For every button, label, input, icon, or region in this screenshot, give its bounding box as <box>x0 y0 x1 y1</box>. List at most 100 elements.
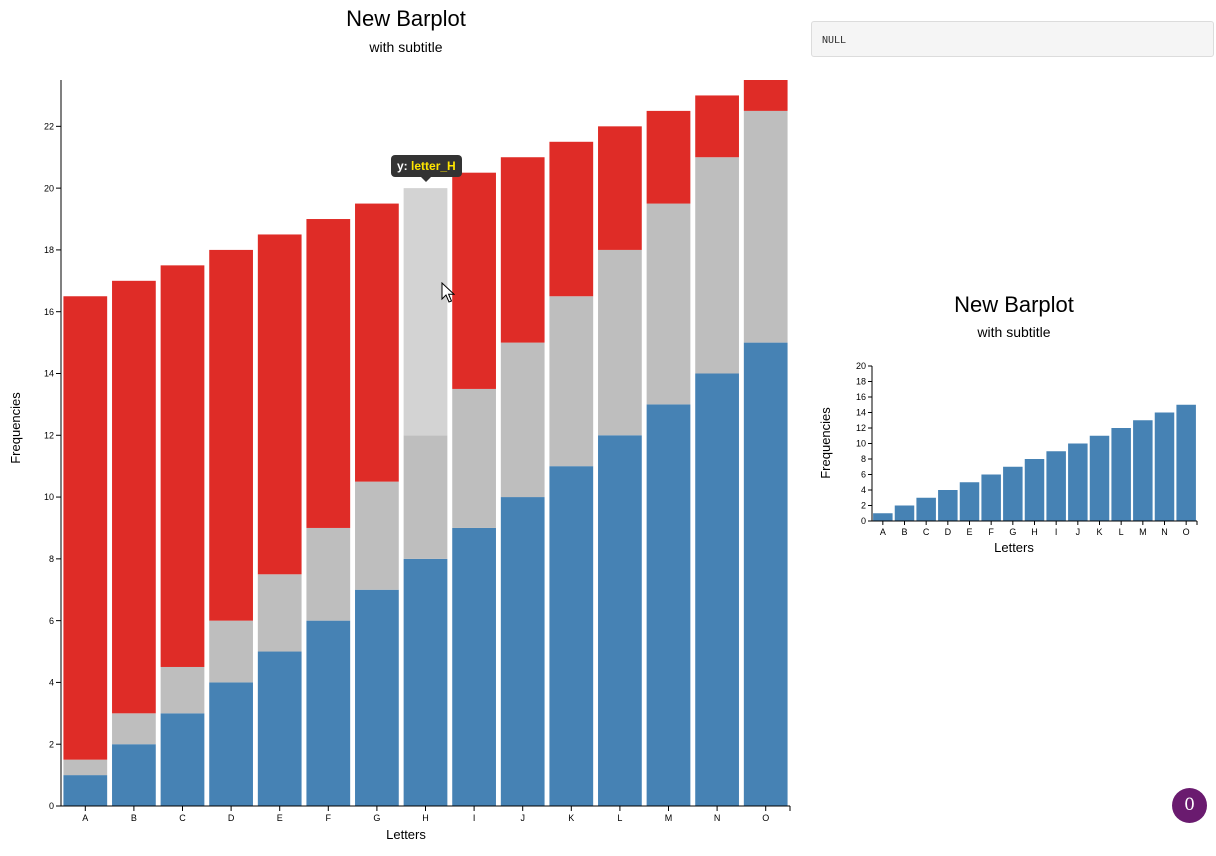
bar-K[interactable] <box>1089 435 1110 521</box>
bar-H-series-0[interactable] <box>403 558 448 806</box>
bar-K-series-1[interactable] <box>549 296 594 467</box>
y-tick-label: 2 <box>861 501 866 511</box>
x-tick-label-N: N <box>1161 527 1168 537</box>
bar-H-series-1[interactable] <box>403 435 448 559</box>
x-tick-label-D: D <box>228 813 235 823</box>
x-tick-label-M: M <box>1139 527 1147 537</box>
y-tick-label: 2 <box>49 739 54 749</box>
bar-N-series-1[interactable] <box>695 157 739 374</box>
y-tick-label: 4 <box>49 678 54 688</box>
x-tick-label-B: B <box>131 813 137 823</box>
y-tick-label: 10 <box>44 492 54 502</box>
y-tick-label: 14 <box>856 408 866 418</box>
x-tick-label-F: F <box>988 527 994 537</box>
y-tick-label: 4 <box>861 485 866 495</box>
y-tick-label: 18 <box>856 377 866 387</box>
x-tick-label-G: G <box>373 813 380 823</box>
bar-B-series-2[interactable] <box>112 280 156 714</box>
bar-O[interactable] <box>1176 404 1196 521</box>
bar-M-series-2[interactable] <box>646 110 691 204</box>
y-tick-label: 10 <box>856 439 866 449</box>
bar-L-series-0[interactable] <box>598 435 642 806</box>
bar-A-series-2[interactable] <box>63 296 108 760</box>
bar-C[interactable] <box>916 497 936 521</box>
bar-F-series-1[interactable] <box>306 527 351 621</box>
small-barplot: New Barplot with subtitle Frequencies Le… <box>818 292 1198 555</box>
x-tick-label-K: K <box>1096 527 1102 537</box>
bar-G-series-0[interactable] <box>355 589 399 806</box>
bar-O-series-2[interactable] <box>743 80 788 111</box>
bar-D[interactable] <box>938 490 958 521</box>
bar-O-series-0[interactable] <box>743 342 788 806</box>
x-tick-label-F: F <box>326 813 332 823</box>
x-tick-label-N: N <box>714 813 721 823</box>
bar-J-series-1[interactable] <box>500 342 545 498</box>
bar-G[interactable] <box>1003 466 1023 521</box>
bar-J-series-2[interactable] <box>500 157 545 343</box>
x-tick-label-E: E <box>966 527 972 537</box>
x-tick-label-C: C <box>179 813 186 823</box>
notification-badge[interactable]: 0 <box>1172 788 1207 823</box>
bar-E-series-0[interactable] <box>257 651 302 806</box>
tooltip-label: y: <box>397 159 408 173</box>
x-tick-label-K: K <box>568 813 574 823</box>
bar-I-series-1[interactable] <box>452 388 496 528</box>
mouse-pointer-icon <box>441 282 455 303</box>
bar-L-series-1[interactable] <box>598 249 642 436</box>
bar-G-series-2[interactable] <box>355 203 399 482</box>
bar-L[interactable] <box>1111 428 1131 521</box>
bar-L-series-2[interactable] <box>598 126 642 250</box>
main-stacked-barplot: New Barplot with subtitle Frequencies Le… <box>8 6 791 842</box>
bar-A-series-0[interactable] <box>63 775 108 806</box>
bar-E[interactable] <box>959 482 980 521</box>
bar-G-series-1[interactable] <box>355 481 399 590</box>
bar-C-series-0[interactable] <box>160 713 205 806</box>
x-tick-label-H: H <box>1031 527 1038 537</box>
bar-O-series-1[interactable] <box>743 110 788 343</box>
bar-K-series-2[interactable] <box>549 141 594 297</box>
bar-M-series-1[interactable] <box>646 203 691 405</box>
bar-B[interactable] <box>894 505 915 522</box>
bar-N[interactable] <box>1154 412 1175 522</box>
y-tick-label: 14 <box>44 369 54 379</box>
bar-D-series-2[interactable] <box>209 249 253 621</box>
bar-F-series-2[interactable] <box>306 219 351 528</box>
bar-I-series-0[interactable] <box>452 527 496 806</box>
x-tick-label-L: L <box>1119 527 1124 537</box>
bar-F-series-0[interactable] <box>306 620 351 806</box>
bar-E-series-1[interactable] <box>257 574 302 652</box>
bar-B-series-0[interactable] <box>112 744 156 806</box>
x-tick-label-E: E <box>277 813 283 823</box>
small-chart-ylabel: Frequencies <box>818 407 833 479</box>
bar-F[interactable] <box>981 474 1001 522</box>
bar-M[interactable] <box>1133 420 1153 521</box>
bar-B-series-1[interactable] <box>112 713 156 745</box>
x-tick-label-H: H <box>422 813 429 823</box>
bar-H[interactable] <box>1024 459 1045 521</box>
bar-C-series-1[interactable] <box>160 666 205 714</box>
bar-A-series-1[interactable] <box>63 759 108 776</box>
bar-N-series-2[interactable] <box>695 95 739 158</box>
x-tick-label-A: A <box>82 813 88 823</box>
bar-H-series-2[interactable] <box>403 188 448 436</box>
bar-I-series-2[interactable] <box>452 172 496 389</box>
bar-J[interactable] <box>1068 443 1088 522</box>
bar-J-series-0[interactable] <box>500 497 545 806</box>
y-tick-label: 12 <box>44 430 54 440</box>
bar-M-series-0[interactable] <box>646 404 691 806</box>
bar-K-series-0[interactable] <box>549 466 594 806</box>
x-tick-label-C: C <box>923 527 930 537</box>
bar-E-series-2[interactable] <box>257 234 302 575</box>
main-chart-ylabel: Frequencies <box>8 392 23 464</box>
x-tick-label-G: G <box>1009 527 1016 537</box>
bar-I[interactable] <box>1046 451 1066 521</box>
bar-tooltip: y: letter_H <box>391 155 462 182</box>
console-output: NULL <box>811 21 1214 57</box>
bar-D-series-1[interactable] <box>209 620 253 683</box>
bar-C-series-2[interactable] <box>160 265 205 667</box>
y-tick-label: 8 <box>49 554 54 564</box>
bar-N-series-0[interactable] <box>695 373 739 806</box>
bar-A[interactable] <box>873 513 893 521</box>
tooltip-value: letter_H <box>411 159 456 173</box>
bar-D-series-0[interactable] <box>209 682 253 806</box>
